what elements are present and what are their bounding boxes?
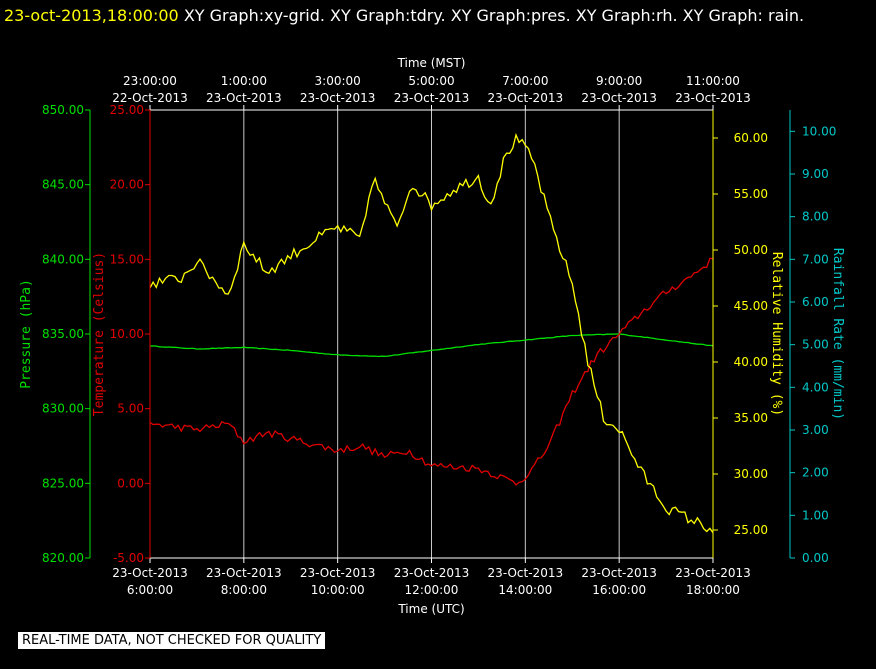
series-line-tdry bbox=[149, 257, 714, 486]
rainfall-tick-label: 1.00 bbox=[802, 508, 829, 522]
chart-header: 23-oct-2013,18:00:00 XY Graph:xy-grid. X… bbox=[4, 2, 872, 29]
x-tick-date: 23-Oct-2013 bbox=[581, 566, 657, 580]
humidity-tick-label: 45.00 bbox=[734, 299, 768, 313]
x-tick-date: 23-Oct-2013 bbox=[206, 566, 282, 580]
temperature-tick-label: -5.00 bbox=[113, 551, 144, 565]
x-top-tick-time: 7:00:00 bbox=[502, 74, 548, 88]
timestamp: 23-oct-2013,18:00:00 bbox=[4, 6, 179, 25]
x-top-tick-time: 3:00:00 bbox=[315, 74, 361, 88]
pressure-tick-label: 840.00 bbox=[42, 252, 84, 266]
x-tick-time: 16:00:00 bbox=[592, 583, 646, 597]
rainfall-tick-label: 5.00 bbox=[802, 338, 829, 352]
x-axis-label-bottom: Time (UTC) bbox=[397, 602, 464, 616]
x-tick-date: 23-Oct-2013 bbox=[675, 566, 751, 580]
x-top-tick-time: 9:00:00 bbox=[596, 74, 642, 88]
x-tick-date: 23-Oct-2013 bbox=[488, 566, 564, 580]
humidity-tick-label: 50.00 bbox=[734, 243, 768, 257]
axes: 23-Oct-2013 6:00:00 23-Oct-2013 8:00:00 23-O… bbox=[19, 56, 845, 616]
humidity-tick-label: 30.00 bbox=[734, 467, 768, 481]
x-tick-date: 23-Oct-2013 bbox=[300, 566, 376, 580]
x-tick-time: 14:00:00 bbox=[498, 583, 552, 597]
humidity-tick-label: 55.00 bbox=[734, 187, 768, 201]
temperature-axis-label: Temperature (Celsius) bbox=[92, 252, 107, 416]
rainfall-tick-label: 2.00 bbox=[802, 466, 829, 480]
humidity-axis-label: Relative Humidity (%) bbox=[769, 252, 784, 416]
pressure-tick-label: 850.00 bbox=[42, 103, 84, 117]
temperature-tick-label: 15.00 bbox=[110, 252, 144, 266]
rainfall-tick-label: 10.00 bbox=[802, 124, 836, 138]
rainfall-tick-label: 0.00 bbox=[802, 551, 829, 565]
x-tick-date: 23-Oct-2013 bbox=[112, 566, 188, 580]
pressure-tick-label: 830.00 bbox=[42, 402, 84, 416]
rainfall-tick-label: 6.00 bbox=[802, 295, 829, 309]
temperature-tick-label: 20.00 bbox=[110, 178, 144, 192]
x-top-tick-date: 23-Oct-2013 bbox=[394, 91, 470, 105]
x-tick-time: 6:00:00 bbox=[127, 583, 173, 597]
chart-title: XY Graph:xy-grid. XY Graph:tdry. XY Grap… bbox=[183, 6, 805, 25]
x-tick-time: 12:00:00 bbox=[405, 583, 459, 597]
pressure-tick-label: 825.00 bbox=[42, 476, 84, 490]
rainfall-tick-label: 8.00 bbox=[802, 210, 829, 224]
x-top-tick-date: 23-Oct-2013 bbox=[206, 91, 282, 105]
x-top-tick-time: 1:00:00 bbox=[221, 74, 267, 88]
x-tick-time: 8:00:00 bbox=[221, 583, 267, 597]
x-top-tick-date: 23-Oct-2013 bbox=[300, 91, 376, 105]
temperature-tick-label: 5.00 bbox=[117, 402, 144, 416]
data-series bbox=[149, 132, 714, 534]
x-top-tick-time: 5:00:00 bbox=[408, 74, 454, 88]
temperature-tick-label: 0.00 bbox=[117, 476, 144, 490]
pressure-tick-label: 820.00 bbox=[42, 551, 84, 565]
x-tick-date: 23-Oct-2013 bbox=[394, 566, 470, 580]
x-top-tick-time: 11:00:00 bbox=[686, 74, 740, 88]
x-axis-label-top: Time (MST) bbox=[397, 56, 466, 70]
pressure-tick-label: 845.00 bbox=[42, 178, 84, 192]
pressure-axis-label: Pressure (hPa) bbox=[19, 279, 34, 389]
rainfall-axis-label: Rainfall Rate (mm/min) bbox=[830, 248, 845, 420]
pressure-tick-label: 835.00 bbox=[42, 327, 84, 341]
humidity-tick-label: 40.00 bbox=[734, 355, 768, 369]
x-top-tick-date: 23-Oct-2013 bbox=[581, 91, 657, 105]
x-tick-time: 10:00:00 bbox=[311, 583, 365, 597]
x-top-tick-date: 23-Oct-2013 bbox=[675, 91, 751, 105]
temperature-tick-label: 10.00 bbox=[110, 327, 144, 341]
humidity-tick-label: 60.00 bbox=[734, 131, 768, 145]
quality-disclaimer: REAL-TIME DATA, NOT CHECKED FOR QUALITY bbox=[18, 632, 326, 649]
x-top-tick-time: 23:00:00 bbox=[123, 74, 177, 88]
x-tick-time: 18:00:00 bbox=[686, 583, 740, 597]
x-top-tick-date: 22-Oct-2013 bbox=[112, 91, 188, 105]
humidity-tick-label: 35.00 bbox=[734, 411, 768, 425]
temperature-tick-label: 25.00 bbox=[110, 103, 144, 117]
series-line-rh bbox=[149, 132, 714, 534]
rainfall-tick-label: 3.00 bbox=[802, 423, 829, 437]
rainfall-tick-label: 9.00 bbox=[802, 167, 829, 181]
humidity-tick-label: 25.00 bbox=[734, 523, 768, 537]
rainfall-tick-label: 7.00 bbox=[802, 252, 829, 266]
rainfall-tick-label: 4.00 bbox=[802, 380, 829, 394]
x-top-tick-date: 23-Oct-2013 bbox=[488, 91, 564, 105]
grid-lines bbox=[243, 110, 620, 558]
